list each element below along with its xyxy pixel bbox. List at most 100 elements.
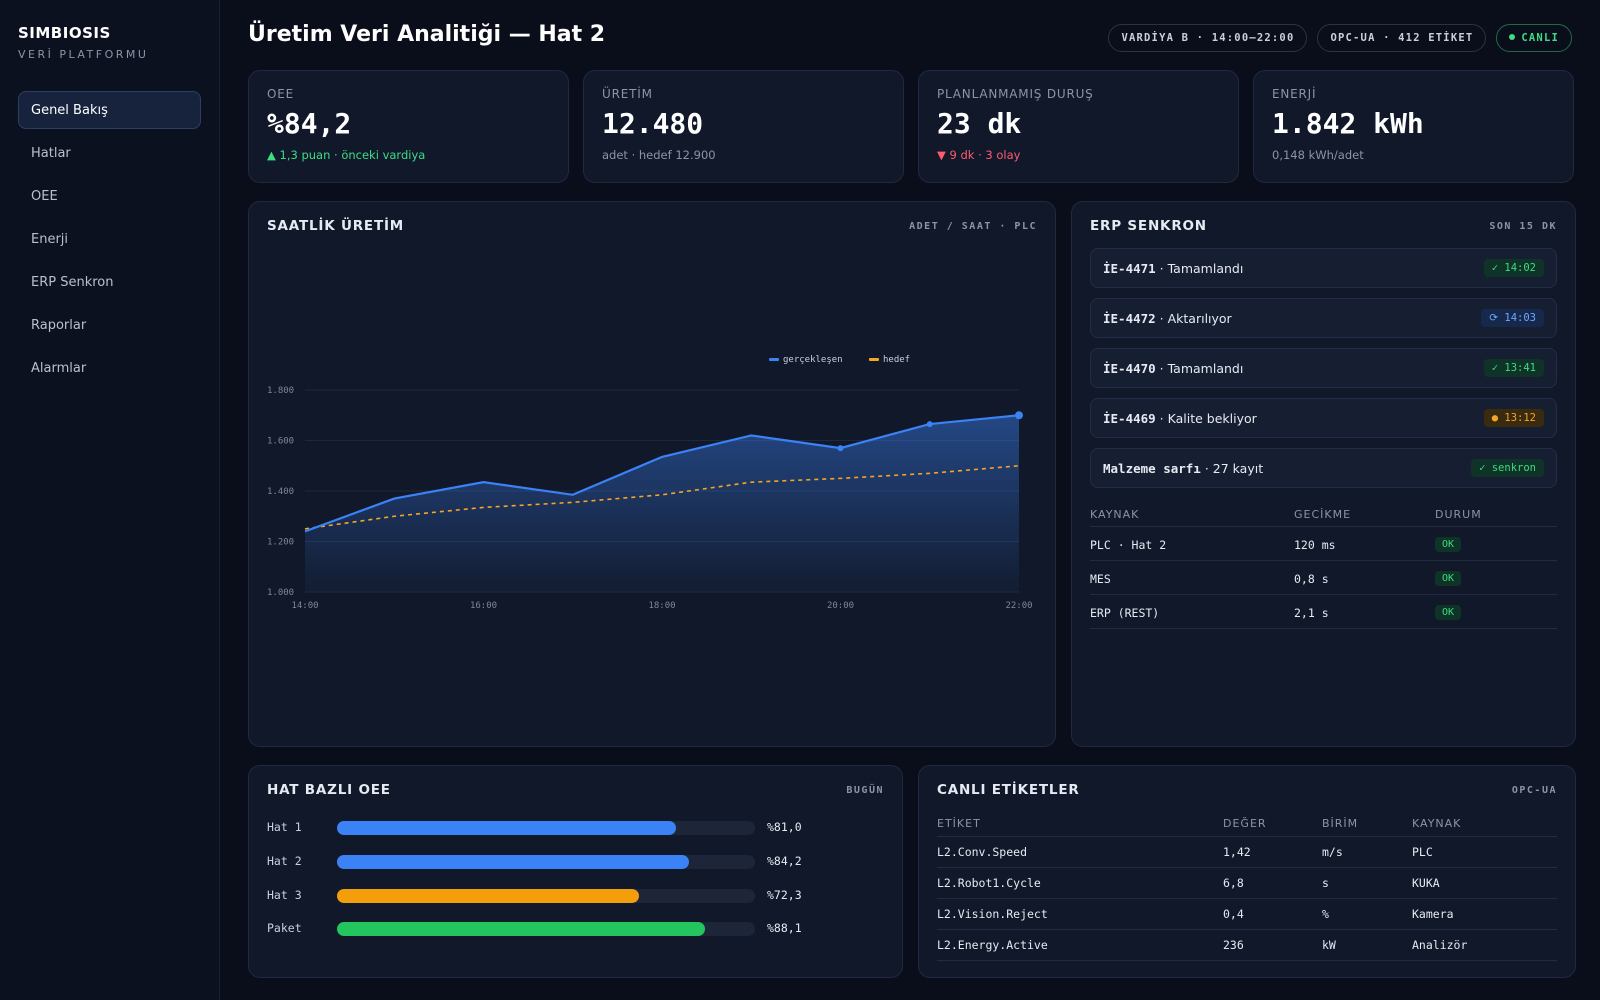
- table-cell[interactable]: L2.Robot1.Cycle: [937, 876, 1041, 890]
- erp-sync-card: ERP SENKRON SON 15 DK İE-4471 · Tamamlan…: [1071, 201, 1576, 747]
- erp-item-text: · Aktarılıyor: [1155, 310, 1232, 326]
- kpi-value: %84,2: [267, 107, 352, 140]
- shift-chip[interactable]: VARDİYA B · 14:00–22:00: [1108, 24, 1308, 52]
- kpi-card-energy: ENERJİ 1.842 kWh 0,148 kWh/adet: [1253, 70, 1574, 183]
- table-cell: Kamera: [1412, 907, 1454, 921]
- table-header: DURUM: [1435, 508, 1482, 521]
- table-header: KAYNAK: [1412, 817, 1462, 830]
- erp-item-code: İE-4472: [1103, 310, 1156, 326]
- erp-item-code: Malzeme sarfı: [1103, 460, 1201, 476]
- sidebar-item-lines[interactable]: Hatlar: [31, 146, 71, 161]
- legend-swatch-target: [869, 358, 879, 361]
- sidebar-item-erp-sync[interactable]: ERP Senkron: [31, 275, 114, 290]
- erp-item-text: · Tamamlandı: [1155, 360, 1244, 376]
- y-tick-label: 1.200: [267, 538, 294, 548]
- divider: [1090, 560, 1557, 561]
- table-cell: 6,8: [1223, 876, 1244, 890]
- erp-item-text: · Kalite bekliyor: [1155, 410, 1257, 426]
- live-chip[interactable]: CANLI: [1496, 24, 1572, 52]
- sidebar-item-overview[interactable]: Genel Bakış: [18, 91, 201, 129]
- table-cell: m/s: [1322, 845, 1343, 859]
- kpi-value: 12.480: [602, 107, 704, 140]
- kpi-value: 23 dk: [937, 107, 1022, 140]
- hourly-production-card: SAATLİK ÜRETİM ADET / SAAT · PLC 1.000 1.…: [248, 201, 1056, 747]
- legend-swatch-actual: [769, 358, 779, 361]
- oee-bar-track: [337, 855, 755, 869]
- oee-bar-value: %88,1: [767, 921, 802, 935]
- card-title: ERP SENKRON: [1090, 218, 1207, 234]
- divider: [937, 960, 1557, 961]
- kpi-label: ENERJİ: [1272, 87, 1317, 101]
- hourly-production-chart: 1.000 1.200 1.400 1.600 1.800 14:00 16:00 18:00…: [267, 355, 1033, 611]
- oee-bar-label: Paket: [267, 921, 302, 935]
- legend-label-actual: gerçekleşen: [783, 355, 843, 365]
- oee-bar-fill: [337, 922, 706, 936]
- oee-bar-fill: [337, 821, 676, 835]
- kpi-card-downtime: PLANLANMAMIŞ DURUŞ 23 dk ▼ 9 dk · 3 olay: [918, 70, 1239, 183]
- sidebar-nav: Genel Bakış Hatlar OEE Enerji ERP Senkro…: [18, 91, 201, 387]
- sidebar-item-energy[interactable]: Enerji: [31, 232, 69, 247]
- opcua-chip[interactable]: OPC-UA · 412 ETİKET: [1317, 24, 1487, 52]
- divider: [937, 867, 1557, 868]
- erp-item-badge: ✓ senkron: [1471, 459, 1544, 477]
- card-title: CANLI ETİKETLER: [937, 782, 1080, 798]
- divider: [937, 898, 1557, 899]
- status-badge: OK: [1435, 605, 1462, 620]
- sidebar: SIMBIOSIS VERİ PLATFORMU Genel Bakış Hat…: [0, 0, 220, 1000]
- table-header: BİRİM: [1322, 817, 1359, 830]
- line-oee-card: HAT BAZLI OEE BUGÜN Hat 1 %81,0 Hat 2 %8…: [248, 765, 903, 978]
- sidebar-item-alarms[interactable]: Alarmlar: [31, 361, 87, 376]
- oee-bar-label: Hat 1: [267, 820, 302, 834]
- divider: [1090, 526, 1557, 527]
- table-cell[interactable]: L2.Vision.Reject: [937, 907, 1048, 921]
- table-cell[interactable]: L2.Energy.Active: [937, 938, 1048, 952]
- x-tick-label: 22:00: [1005, 601, 1032, 611]
- oee-bar-label: Hat 3: [267, 888, 302, 902]
- actual-line: [304, 414, 1020, 533]
- erp-item-badge: ✓ 14:02: [1483, 259, 1544, 277]
- kpi-label: OEE: [267, 87, 295, 101]
- table-cell: Analizör: [1412, 938, 1468, 952]
- actual-point: [926, 421, 933, 428]
- y-tick-label: 1.800: [267, 386, 294, 396]
- kpi-card-oee: OEE %84,2 ▲ 1,3 puan · önceki vardiya: [248, 70, 569, 183]
- erp-item-code: İE-4471: [1103, 260, 1156, 276]
- target-line: [304, 464, 1020, 530]
- page-title: Üretim Veri Analitiği — Hat 2: [248, 22, 606, 47]
- divider: [937, 929, 1557, 930]
- oee-bar-value: %84,2: [767, 854, 802, 868]
- oee-bar-track: [337, 821, 755, 835]
- table-cell: PLC: [1412, 845, 1433, 859]
- erp-item[interactable]: İE-4470 · Tamamlandı ✓ 13:41: [1090, 348, 1557, 388]
- x-tick-label: 20:00: [827, 601, 854, 611]
- card-meta: SON 15 DK: [1489, 221, 1557, 232]
- divider: [1090, 594, 1557, 595]
- kpi-label: ÜRETİM: [602, 87, 653, 101]
- erp-item[interactable]: Malzeme sarfı · 27 kayıt ✓ senkron: [1090, 448, 1557, 488]
- x-tick-label: 14:00: [291, 601, 318, 611]
- sidebar-item-oee[interactable]: OEE: [31, 189, 58, 204]
- table-header: ETİKET: [937, 817, 981, 830]
- sidebar-item-reports[interactable]: Raporlar: [31, 318, 87, 333]
- brand-name: SIMBIOSIS: [18, 24, 111, 42]
- table-cell: 236: [1223, 938, 1244, 952]
- divider: [1090, 628, 1557, 629]
- table-cell[interactable]: L2.Conv.Speed: [937, 845, 1028, 859]
- table-cell: kW: [1322, 938, 1336, 952]
- table-cell: PLC · Hat 2: [1090, 538, 1167, 552]
- kpi-card-production: ÜRETİM 12.480 adet · hedef 12.900: [583, 70, 904, 183]
- erp-item[interactable]: İE-4472 · Aktarılıyor ⟳ 14:03: [1090, 298, 1557, 338]
- table-cell: MES: [1090, 572, 1111, 586]
- oee-bar-fill: [337, 855, 689, 869]
- erp-item[interactable]: İE-4469 · Kalite bekliyor ● 13:12: [1090, 398, 1557, 438]
- oee-bar-fill: [337, 889, 640, 903]
- kpi-value: 1.842 kWh: [1272, 107, 1424, 140]
- erp-item[interactable]: İE-4471 · Tamamlandı ✓ 14:02: [1090, 248, 1557, 288]
- erp-item-code: İE-4469: [1103, 410, 1156, 426]
- actual-point: [1015, 411, 1023, 420]
- erp-item-text: · 27 kayıt: [1200, 460, 1264, 476]
- table-cell: ERP (REST): [1090, 606, 1160, 620]
- oee-bar-value: %72,3: [767, 888, 802, 902]
- y-tick-label: 1.000: [267, 588, 294, 598]
- actual-area: [305, 415, 1019, 592]
